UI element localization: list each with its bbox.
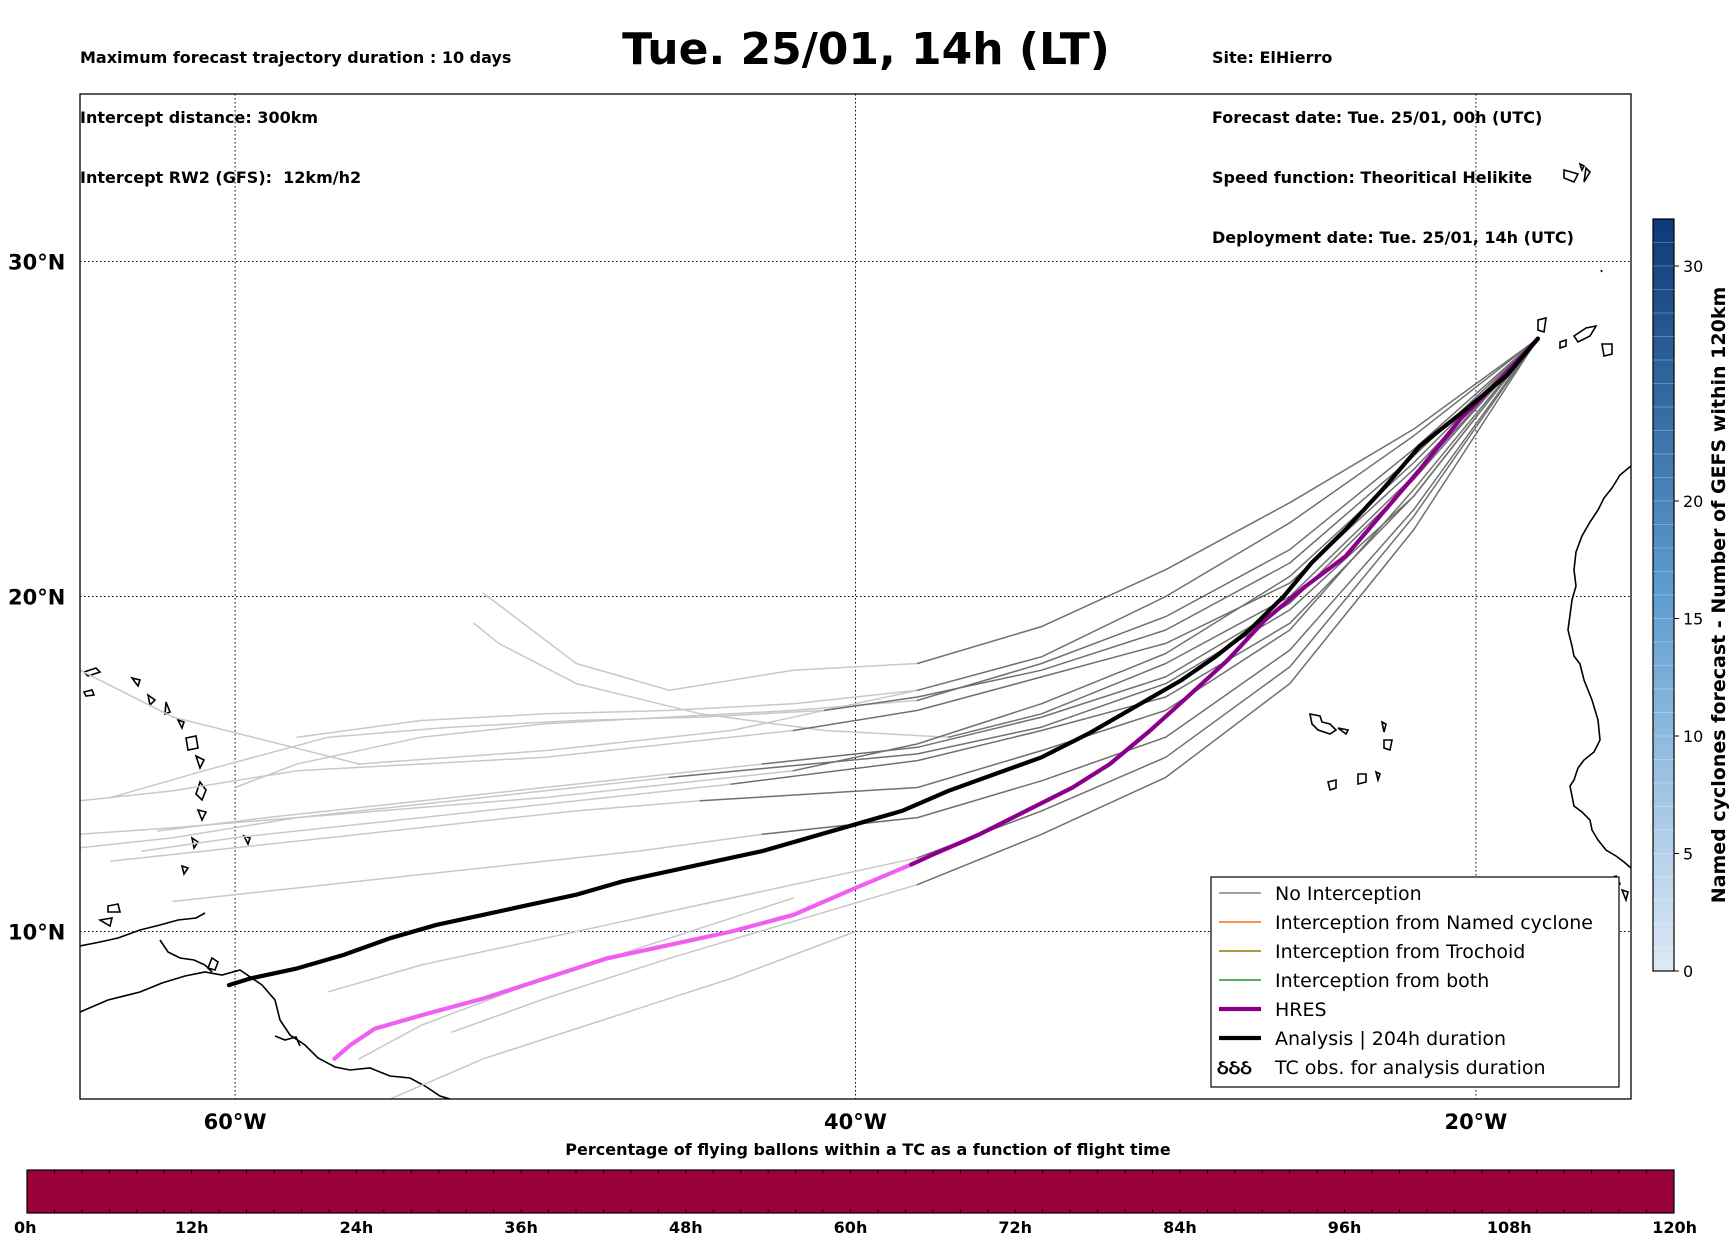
header-right-line-2: Forecast date: Tue. 25/01, 00h (UTC) — [1212, 108, 1543, 127]
colorbar-tick-label: 20 — [1683, 492, 1703, 511]
series-ensemble-faded — [482, 592, 919, 692]
vertical-colorbar-bands — [1653, 242, 1674, 948]
series-ensemble-dark — [916, 337, 1539, 702]
series-ensemble-faded — [80, 776, 671, 849]
legend-tc-obs-icon: ઠઠઠ — [1217, 1055, 1252, 1079]
horizontal-colorbar-title: Percentage of flying ballons within a TC… — [565, 1140, 1171, 1159]
legend-label: Analysis | 204h duration — [1275, 1028, 1506, 1050]
x-tick-label: 20°W — [1444, 1110, 1507, 1134]
series-ensemble-faded — [327, 857, 919, 993]
series-ensemble-dark — [761, 337, 1539, 836]
series-ensemble-dark — [916, 337, 1539, 665]
coastline-south-america — [80, 969, 451, 1099]
vertical-colorbar-ticks: 0 5 10 15 20 30 — [1674, 257, 1703, 981]
horizontal-colorbar-minor-ticks — [54, 1170, 1647, 1213]
series-ensemble-dark — [916, 337, 1539, 692]
series-ensemble-faded — [296, 689, 919, 738]
coastlines — [80, 162, 1631, 1099]
hbar-tick-label: 108h — [1487, 1218, 1532, 1237]
series-ensemble-faded — [473, 622, 950, 738]
series-hres — [909, 336, 1541, 867]
hbar-tick-label: 36h — [504, 1218, 538, 1237]
legend-label: TC obs. for analysis duration — [1274, 1057, 1546, 1079]
legend-label: Interception from Named cyclone — [1275, 912, 1593, 934]
header-right-line-3: Speed function: Theoritical Helikite — [1212, 168, 1533, 187]
hbar-tick-label: 24h — [340, 1218, 374, 1237]
header-right-line-4: Deployment date: Tue. 25/01, 14h (UTC) — [1212, 228, 1574, 247]
legend-items: No Interception Interception from Named c… — [1217, 883, 1593, 1079]
series-ensemble-dark — [792, 337, 1539, 732]
hbar-tick-label: 120h — [1652, 1218, 1697, 1237]
series-ensemble-dark — [916, 337, 1539, 859]
legend-frame — [1210, 876, 1620, 1088]
colorbar-tick-label: 5 — [1683, 845, 1693, 864]
map-frame — [79, 93, 1632, 1100]
legend-box: No Interception Interception from Named c… — [1210, 876, 1620, 1088]
series-ensemble-faded — [110, 800, 702, 862]
header-left-line-2: Intercept distance: 300km — [80, 108, 319, 127]
hbar-tick-label: 84h — [1163, 1218, 1197, 1237]
y-tick-label: 20°N — [8, 586, 65, 610]
series-analysis — [226, 336, 1541, 988]
series-ensemble-faded — [389, 930, 857, 1099]
header-right-line-1: Site: ElHierro — [1212, 48, 1333, 67]
series-hres-early — [332, 862, 914, 1061]
series-ensemble-faded — [80, 769, 795, 836]
coastline-cape-verde — [1308, 712, 1393, 792]
header-left-line-3: Intercept RW2 (GFS): 12km/h2 — [80, 168, 362, 187]
horizontal-colorbar-tick-labels: 0h 12h 24h 36h 48h 60h 72h 84h 96h 108h 120h — [14, 1218, 1697, 1237]
chart-title: Tue. 25/01, 14h (LT) — [622, 24, 1110, 75]
series-ensemble-faded — [110, 709, 826, 799]
legend-label: Interception from Trochoid — [1275, 941, 1525, 963]
vertical-colorbar: 0 5 10 15 20 30 Named cyclones forecast - Num… — [1652, 218, 1730, 981]
hbar-tick-label: 48h — [669, 1218, 703, 1237]
x-tick-label: 60°W — [204, 1110, 267, 1134]
series-ensemble-faded — [156, 763, 764, 832]
trajectory-series — [80, 336, 1541, 1099]
series-ensemble-faded — [80, 729, 795, 802]
vertical-colorbar-fill — [1652, 218, 1675, 972]
coastline-central-america — [80, 912, 206, 947]
hbar-tick-label: 72h — [998, 1218, 1032, 1237]
series-ensemble-dark — [668, 337, 1539, 779]
coastline-venezuela-bays — [159, 939, 213, 973]
series-ensemble-dark — [916, 337, 1539, 886]
header-right-info: Site: ElHierro Forecast date: Tue. 25/01… — [1212, 8, 1574, 268]
coastline-caribbean-islands — [82, 667, 252, 928]
colorbar-tick-label: 0 — [1683, 962, 1693, 981]
series-ensemble-faded — [80, 669, 919, 765]
series-ensemble-faded — [234, 699, 919, 789]
hbar-tick-label: 60h — [834, 1218, 868, 1237]
series-ensemble-faded — [172, 833, 764, 903]
horizontal-colorbar-fill — [26, 1169, 1675, 1214]
header-left-line-1: Maximum forecast trajectory duration : 1… — [80, 48, 512, 67]
y-tick-label: 10°N — [8, 921, 65, 945]
series-ensemble-dark — [699, 337, 1539, 802]
coastline-africa — [1567, 465, 1631, 869]
series-ensemble-faded — [451, 883, 919, 1033]
hbar-tick-label: 0h — [14, 1218, 37, 1237]
hbar-tick-label: 96h — [1328, 1218, 1362, 1237]
hbar-tick-label: 12h — [175, 1218, 209, 1237]
series-ensemble-faded — [358, 897, 795, 1060]
coastline-canary-islands — [1537, 162, 1613, 357]
horizontal-colorbar: Percentage of flying ballons within a TC… — [14, 1140, 1697, 1237]
legend-label: No Interception — [1275, 883, 1422, 905]
x-tick-label: 40°W — [824, 1110, 887, 1134]
header-left-info: Maximum forecast trajectory duration : 1… — [80, 8, 511, 208]
coastline-trinidad — [206, 956, 219, 971]
colorbar-tick-label: 30 — [1683, 257, 1703, 276]
axis-tick-labels: 60°W 40°W 20°W 10°N 20°N 30°N — [8, 251, 1507, 1135]
colorbar-tick-label: 10 — [1683, 727, 1703, 746]
legend-label: Interception from both — [1275, 970, 1489, 992]
y-tick-label: 30°N — [8, 251, 65, 275]
coastline-guyana-inlet — [274, 1035, 301, 1047]
series-ensemble-dark — [730, 337, 1539, 785]
series-ensemble-faded — [141, 783, 733, 852]
legend-label: HRES — [1275, 999, 1327, 1021]
vertical-colorbar-label: Named cyclones forecast - Number of GEFS… — [1708, 287, 1730, 904]
series-ensemble-dark — [792, 337, 1539, 772]
colorbar-tick-label: 15 — [1683, 610, 1703, 629]
